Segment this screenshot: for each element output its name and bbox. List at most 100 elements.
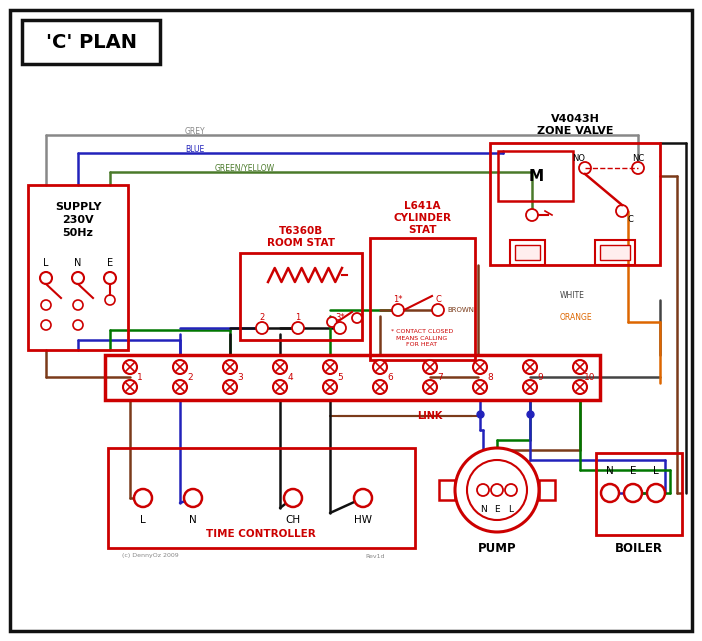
Circle shape [432,304,444,316]
Circle shape [292,322,304,334]
Circle shape [601,484,619,502]
Circle shape [624,484,642,502]
Text: 3*: 3* [335,313,345,322]
Circle shape [354,489,372,507]
Text: BROWN: BROWN [447,307,474,313]
Circle shape [327,317,337,327]
Circle shape [284,489,302,507]
Circle shape [105,295,115,305]
Circle shape [123,380,137,394]
Circle shape [323,380,337,394]
Circle shape [323,360,337,374]
Text: N: N [606,466,614,476]
Circle shape [477,484,489,496]
Circle shape [173,380,187,394]
Circle shape [423,380,437,394]
Circle shape [41,300,51,310]
Text: 'C' PLAN: 'C' PLAN [46,33,136,51]
Text: 1*: 1* [393,294,403,303]
Bar [596,453,682,535]
Text: L: L [508,504,513,513]
Bar [490,143,660,265]
Bar [600,245,630,260]
Bar [22,20,160,64]
Circle shape [491,484,503,496]
Bar [539,480,555,500]
Text: L: L [44,258,48,268]
Circle shape [73,300,83,310]
Text: N: N [74,258,81,268]
Bar [498,151,573,201]
Circle shape [73,320,83,330]
Bar [28,185,128,350]
Bar [439,480,455,500]
Circle shape [273,360,287,374]
Text: L: L [653,466,659,476]
Circle shape [616,205,628,217]
Text: 2: 2 [187,372,193,381]
Text: 7: 7 [437,372,443,381]
Circle shape [256,322,268,334]
Text: 3: 3 [237,372,243,381]
Text: 10: 10 [584,372,596,381]
Text: PUMP: PUMP [477,542,516,554]
Text: L: L [140,515,146,525]
Bar [105,355,600,400]
Text: 8: 8 [487,372,493,381]
Circle shape [223,380,237,394]
Text: E: E [107,258,113,268]
Text: E: E [494,504,500,513]
Text: N: N [479,504,486,513]
Text: C: C [627,215,633,224]
Circle shape [273,380,287,394]
Text: N: N [189,515,197,525]
Circle shape [392,304,404,316]
Text: TIME CONTROLLER: TIME CONTROLLER [206,529,316,539]
Text: WHITE: WHITE [560,290,585,299]
Circle shape [173,360,187,374]
Text: NC: NC [632,153,644,163]
Text: L641A
CYLINDER
STAT: L641A CYLINDER STAT [393,201,451,235]
Text: 5: 5 [337,372,343,381]
Text: * CONTACT CLOSED
MEANS CALLING
FOR HEAT: * CONTACT CLOSED MEANS CALLING FOR HEAT [391,329,453,347]
Circle shape [72,272,84,284]
Circle shape [505,484,517,496]
Circle shape [40,272,52,284]
Text: BOILER: BOILER [615,542,663,556]
Text: 1: 1 [137,372,143,381]
Text: NO: NO [573,153,585,163]
Text: CH: CH [286,515,300,525]
Circle shape [473,380,487,394]
Text: 9: 9 [537,372,543,381]
Circle shape [123,360,137,374]
Text: E: E [630,466,636,476]
Circle shape [352,313,362,323]
Circle shape [455,448,539,532]
Text: ORANGE: ORANGE [560,313,592,322]
Text: 6: 6 [387,372,393,381]
Circle shape [184,489,202,507]
Bar [108,448,415,548]
Bar [595,240,635,265]
Text: HW: HW [354,515,372,525]
Text: LINK: LINK [417,411,443,421]
Text: GREEN/YELLOW: GREEN/YELLOW [215,163,275,172]
Text: (c) DennyOz 2009: (c) DennyOz 2009 [121,553,178,558]
Circle shape [647,484,665,502]
Circle shape [573,380,587,394]
Text: M: M [529,169,543,183]
Text: Rev1d: Rev1d [365,553,385,558]
Bar [515,245,540,260]
Bar [240,253,362,340]
Text: SUPPLY
230V
50Hz: SUPPLY 230V 50Hz [55,202,101,238]
Circle shape [334,322,346,334]
Bar [510,240,545,265]
Circle shape [373,380,387,394]
Circle shape [423,360,437,374]
Circle shape [373,360,387,374]
Circle shape [473,360,487,374]
Text: 1: 1 [296,313,300,322]
Text: T6360B
ROOM STAT: T6360B ROOM STAT [267,226,335,248]
Circle shape [467,460,527,520]
Text: BLUE: BLUE [185,144,204,153]
